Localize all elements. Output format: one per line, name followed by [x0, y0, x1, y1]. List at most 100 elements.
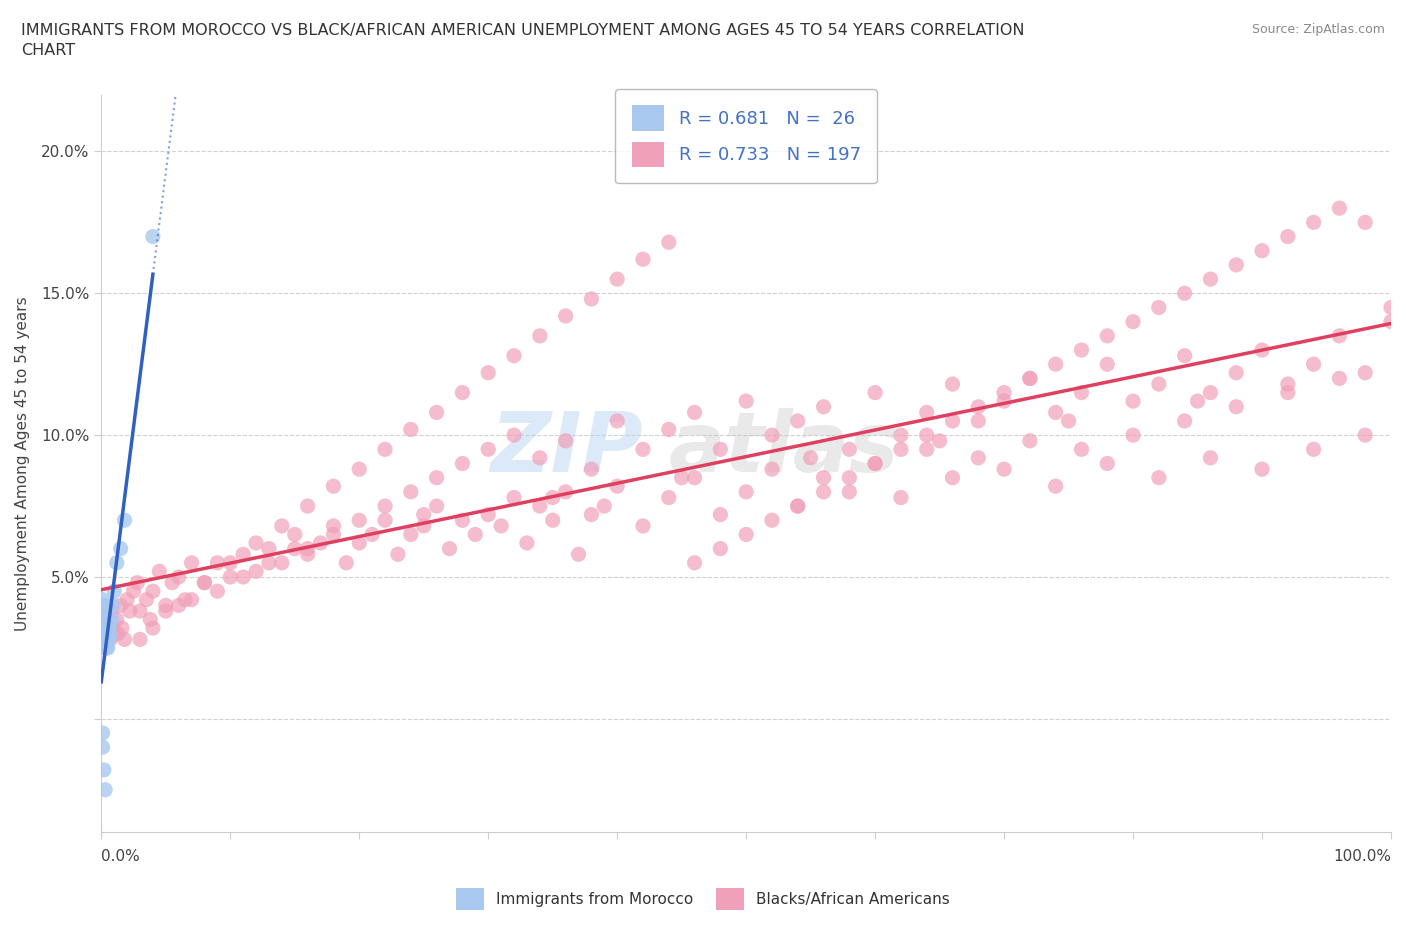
Point: [554, 433, 576, 448]
Point: [93, 626, 115, 641]
Point: [761, 512, 783, 527]
Point: [412, 519, 434, 534]
Point: [399, 527, 422, 542]
Point: [735, 393, 758, 408]
Point: [142, 584, 165, 599]
Point: [709, 541, 731, 556]
Point: [786, 414, 808, 429]
Point: [451, 512, 474, 527]
Point: [993, 393, 1015, 408]
Point: [94, 641, 117, 656]
Point: [207, 584, 229, 599]
Point: [683, 555, 706, 570]
Point: [554, 485, 576, 499]
Point: [1225, 399, 1247, 414]
Point: [103, 626, 125, 641]
Point: [1199, 450, 1222, 465]
Point: [91, 632, 114, 647]
Point: [284, 541, 307, 556]
Point: [139, 612, 162, 627]
Point: [658, 234, 681, 249]
Point: [1225, 258, 1247, 272]
Point: [1277, 229, 1299, 244]
Point: [174, 592, 197, 607]
Point: [91, 626, 114, 641]
Point: [94, 626, 117, 641]
Point: [142, 229, 165, 244]
Point: [761, 461, 783, 476]
Point: [114, 632, 136, 647]
Point: [529, 450, 551, 465]
Point: [477, 507, 499, 522]
Point: [477, 365, 499, 380]
Point: [114, 512, 136, 527]
Point: [890, 490, 912, 505]
Point: [349, 536, 371, 551]
Point: [993, 385, 1015, 400]
Point: [1302, 357, 1324, 372]
Point: [100, 604, 122, 618]
Point: [1122, 428, 1144, 443]
Text: ZIP: ZIP: [491, 408, 643, 489]
Point: [412, 507, 434, 522]
Point: [1225, 365, 1247, 380]
Point: [709, 507, 731, 522]
Point: [1174, 286, 1197, 300]
Point: [1147, 300, 1170, 315]
Point: [127, 576, 149, 591]
Point: [709, 442, 731, 457]
Point: [631, 519, 654, 534]
Point: [284, 527, 307, 542]
Point: [91, 604, 114, 618]
Point: [426, 405, 449, 419]
Point: [606, 479, 628, 494]
Legend: Immigrants from Morocco, Blacks/African Americans: Immigrants from Morocco, Blacks/African …: [449, 881, 957, 918]
Point: [761, 428, 783, 443]
Point: [915, 442, 938, 457]
Point: [207, 555, 229, 570]
Point: [91, 592, 114, 607]
Point: [1122, 314, 1144, 329]
Point: [426, 471, 449, 485]
Point: [1097, 456, 1119, 471]
Point: [863, 456, 886, 471]
Point: [322, 479, 344, 494]
Point: [516, 536, 538, 551]
Point: [1070, 442, 1092, 457]
Point: [93, 632, 115, 647]
Point: [98, 618, 121, 632]
Point: [93, 620, 115, 635]
Point: [941, 471, 963, 485]
Point: [1097, 328, 1119, 343]
Point: [94, 782, 117, 797]
Point: [335, 555, 357, 570]
Point: [349, 512, 371, 527]
Point: [606, 414, 628, 429]
Point: [1277, 385, 1299, 400]
Point: [735, 485, 758, 499]
Point: [967, 450, 990, 465]
Point: [1199, 385, 1222, 400]
Point: [399, 485, 422, 499]
Point: [374, 442, 396, 457]
Text: IMMIGRANTS FROM MOROCCO VS BLACK/AFRICAN AMERICAN UNEMPLOYMENT AMONG AGES 45 TO : IMMIGRANTS FROM MOROCCO VS BLACK/AFRICAN…: [21, 23, 1025, 58]
Point: [554, 309, 576, 324]
Point: [1147, 471, 1170, 485]
Point: [387, 547, 409, 562]
Point: [529, 498, 551, 513]
Point: [361, 527, 384, 542]
Point: [96, 626, 118, 641]
Point: [91, 612, 114, 627]
Point: [98, 632, 121, 647]
Point: [219, 555, 242, 570]
Point: [863, 385, 886, 400]
Point: [1187, 393, 1209, 408]
Point: [245, 564, 267, 578]
Point: [105, 555, 128, 570]
Point: [1097, 357, 1119, 372]
Point: [683, 405, 706, 419]
Point: [941, 377, 963, 392]
Point: [245, 536, 267, 551]
Point: [322, 527, 344, 542]
Point: [167, 569, 190, 584]
